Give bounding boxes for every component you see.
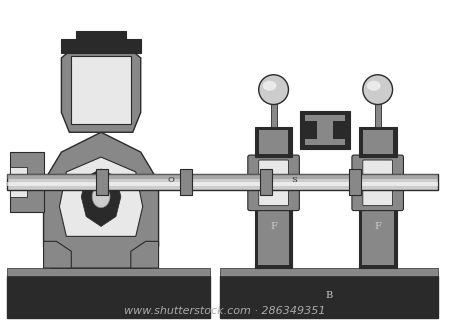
FancyBboxPatch shape bbox=[7, 174, 438, 179]
FancyBboxPatch shape bbox=[260, 169, 272, 195]
FancyBboxPatch shape bbox=[259, 160, 288, 206]
Polygon shape bbox=[61, 48, 141, 132]
FancyBboxPatch shape bbox=[305, 115, 345, 145]
Ellipse shape bbox=[92, 186, 110, 208]
FancyBboxPatch shape bbox=[258, 192, 289, 265]
FancyBboxPatch shape bbox=[305, 121, 317, 139]
FancyBboxPatch shape bbox=[76, 31, 126, 39]
Text: S: S bbox=[292, 176, 297, 184]
FancyBboxPatch shape bbox=[352, 155, 404, 211]
FancyBboxPatch shape bbox=[362, 192, 394, 265]
FancyBboxPatch shape bbox=[220, 268, 438, 276]
Ellipse shape bbox=[259, 75, 288, 105]
FancyBboxPatch shape bbox=[61, 39, 141, 53]
Ellipse shape bbox=[367, 81, 381, 91]
Polygon shape bbox=[131, 241, 158, 268]
FancyBboxPatch shape bbox=[71, 56, 131, 124]
FancyBboxPatch shape bbox=[220, 276, 438, 318]
Polygon shape bbox=[44, 241, 71, 268]
FancyBboxPatch shape bbox=[7, 174, 438, 190]
FancyBboxPatch shape bbox=[255, 189, 292, 268]
FancyBboxPatch shape bbox=[270, 99, 277, 127]
Text: F: F bbox=[374, 222, 381, 231]
Polygon shape bbox=[10, 167, 27, 197]
FancyBboxPatch shape bbox=[255, 127, 292, 157]
Text: O: O bbox=[167, 176, 174, 184]
FancyBboxPatch shape bbox=[7, 276, 210, 318]
FancyBboxPatch shape bbox=[248, 155, 299, 211]
FancyBboxPatch shape bbox=[300, 112, 350, 149]
Polygon shape bbox=[10, 152, 44, 212]
FancyBboxPatch shape bbox=[7, 268, 210, 276]
Polygon shape bbox=[59, 157, 143, 236]
FancyBboxPatch shape bbox=[359, 189, 396, 268]
FancyBboxPatch shape bbox=[349, 169, 361, 195]
FancyBboxPatch shape bbox=[363, 160, 392, 206]
Polygon shape bbox=[81, 169, 121, 227]
FancyBboxPatch shape bbox=[259, 130, 288, 154]
Text: F: F bbox=[270, 222, 277, 231]
Ellipse shape bbox=[363, 75, 392, 105]
FancyBboxPatch shape bbox=[375, 99, 381, 127]
FancyBboxPatch shape bbox=[359, 127, 396, 157]
FancyBboxPatch shape bbox=[96, 169, 108, 195]
Text: www.shutterstock.com · 286349351: www.shutterstock.com · 286349351 bbox=[124, 306, 326, 316]
Polygon shape bbox=[44, 132, 158, 268]
FancyBboxPatch shape bbox=[180, 169, 192, 195]
FancyBboxPatch shape bbox=[363, 130, 392, 154]
FancyBboxPatch shape bbox=[7, 182, 438, 186]
Text: B: B bbox=[325, 291, 333, 301]
Ellipse shape bbox=[263, 81, 277, 91]
FancyBboxPatch shape bbox=[333, 121, 345, 139]
